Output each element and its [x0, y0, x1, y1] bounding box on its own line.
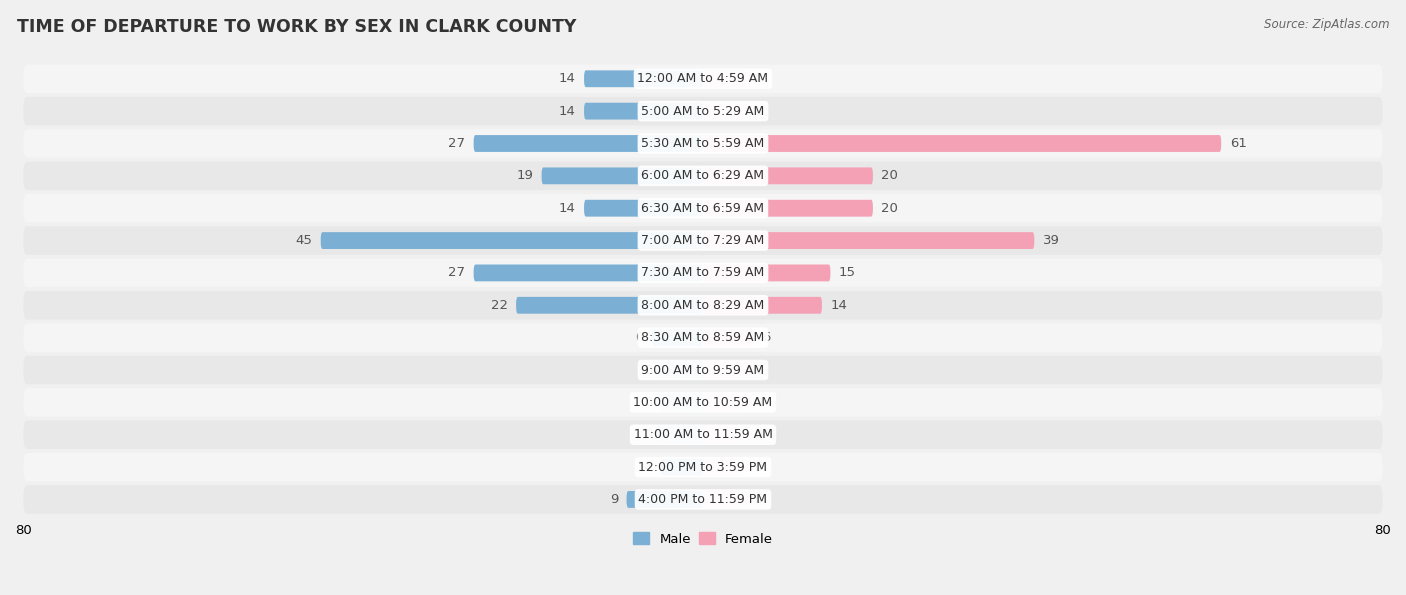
FancyBboxPatch shape: [24, 226, 1382, 255]
FancyBboxPatch shape: [703, 329, 754, 346]
Text: 8:30 AM to 8:59 AM: 8:30 AM to 8:59 AM: [641, 331, 765, 344]
Text: 20: 20: [882, 202, 898, 215]
FancyBboxPatch shape: [24, 356, 1382, 384]
Text: 0: 0: [644, 428, 652, 441]
FancyBboxPatch shape: [703, 103, 745, 120]
Text: 6:30 AM to 6:59 AM: 6:30 AM to 6:59 AM: [641, 202, 765, 215]
Text: 12:00 PM to 3:59 PM: 12:00 PM to 3:59 PM: [638, 461, 768, 474]
FancyBboxPatch shape: [661, 362, 703, 378]
Text: 14: 14: [831, 299, 848, 312]
FancyBboxPatch shape: [24, 324, 1382, 352]
Legend: Male, Female: Male, Female: [628, 528, 778, 550]
Text: 14: 14: [558, 105, 575, 118]
FancyBboxPatch shape: [24, 97, 1382, 126]
Text: 9: 9: [610, 493, 619, 506]
FancyBboxPatch shape: [24, 129, 1382, 158]
FancyBboxPatch shape: [24, 259, 1382, 287]
FancyBboxPatch shape: [516, 297, 703, 314]
FancyBboxPatch shape: [474, 265, 703, 281]
FancyBboxPatch shape: [583, 200, 703, 217]
FancyBboxPatch shape: [24, 485, 1382, 513]
Text: 10:00 AM to 10:59 AM: 10:00 AM to 10:59 AM: [634, 396, 772, 409]
Text: 22: 22: [491, 299, 508, 312]
FancyBboxPatch shape: [583, 103, 703, 120]
Text: 0: 0: [754, 493, 762, 506]
FancyBboxPatch shape: [541, 167, 703, 184]
Text: 4:00 PM to 11:59 PM: 4:00 PM to 11:59 PM: [638, 493, 768, 506]
Text: 0: 0: [754, 461, 762, 474]
FancyBboxPatch shape: [703, 135, 1222, 152]
Text: 0: 0: [754, 428, 762, 441]
Text: TIME OF DEPARTURE TO WORK BY SEX IN CLARK COUNTY: TIME OF DEPARTURE TO WORK BY SEX IN CLAR…: [17, 18, 576, 36]
Text: 0: 0: [644, 364, 652, 377]
Text: 4: 4: [644, 461, 652, 474]
FancyBboxPatch shape: [703, 200, 873, 217]
Text: 15: 15: [839, 267, 856, 280]
FancyBboxPatch shape: [24, 388, 1382, 416]
Text: 6: 6: [636, 331, 644, 344]
FancyBboxPatch shape: [661, 426, 703, 443]
Text: 11:00 AM to 11:59 AM: 11:00 AM to 11:59 AM: [634, 428, 772, 441]
Text: 6:00 AM to 6:29 AM: 6:00 AM to 6:29 AM: [641, 170, 765, 182]
FancyBboxPatch shape: [474, 135, 703, 152]
Text: 20: 20: [882, 170, 898, 182]
Text: 0: 0: [754, 396, 762, 409]
Text: 27: 27: [449, 267, 465, 280]
FancyBboxPatch shape: [703, 491, 745, 508]
Text: 61: 61: [1230, 137, 1247, 150]
FancyBboxPatch shape: [703, 362, 745, 378]
FancyBboxPatch shape: [703, 167, 873, 184]
FancyBboxPatch shape: [24, 162, 1382, 190]
FancyBboxPatch shape: [24, 453, 1382, 481]
FancyBboxPatch shape: [661, 394, 703, 411]
Text: 14: 14: [558, 202, 575, 215]
FancyBboxPatch shape: [583, 70, 703, 87]
Text: 7:00 AM to 7:29 AM: 7:00 AM to 7:29 AM: [641, 234, 765, 247]
Text: 5:00 AM to 5:29 AM: 5:00 AM to 5:29 AM: [641, 105, 765, 118]
FancyBboxPatch shape: [703, 70, 745, 87]
FancyBboxPatch shape: [703, 265, 831, 281]
FancyBboxPatch shape: [24, 64, 1382, 93]
Text: 6: 6: [762, 331, 770, 344]
FancyBboxPatch shape: [703, 459, 745, 475]
Text: 5:30 AM to 5:59 AM: 5:30 AM to 5:59 AM: [641, 137, 765, 150]
Text: Source: ZipAtlas.com: Source: ZipAtlas.com: [1264, 18, 1389, 31]
Text: 0: 0: [644, 396, 652, 409]
FancyBboxPatch shape: [24, 421, 1382, 449]
FancyBboxPatch shape: [24, 194, 1382, 223]
FancyBboxPatch shape: [703, 232, 1035, 249]
Text: 45: 45: [295, 234, 312, 247]
FancyBboxPatch shape: [703, 297, 823, 314]
FancyBboxPatch shape: [703, 394, 745, 411]
Text: 27: 27: [449, 137, 465, 150]
Text: 19: 19: [516, 170, 533, 182]
Text: 8:00 AM to 8:29 AM: 8:00 AM to 8:29 AM: [641, 299, 765, 312]
Text: 14: 14: [558, 72, 575, 85]
Text: 7:30 AM to 7:59 AM: 7:30 AM to 7:59 AM: [641, 267, 765, 280]
FancyBboxPatch shape: [703, 426, 745, 443]
Text: 0: 0: [754, 72, 762, 85]
FancyBboxPatch shape: [661, 459, 703, 475]
FancyBboxPatch shape: [627, 491, 703, 508]
FancyBboxPatch shape: [24, 291, 1382, 320]
Text: 39: 39: [1043, 234, 1060, 247]
Text: 9:00 AM to 9:59 AM: 9:00 AM to 9:59 AM: [641, 364, 765, 377]
Text: 0: 0: [754, 105, 762, 118]
FancyBboxPatch shape: [321, 232, 703, 249]
FancyBboxPatch shape: [652, 329, 703, 346]
Text: 0: 0: [754, 364, 762, 377]
Text: 12:00 AM to 4:59 AM: 12:00 AM to 4:59 AM: [637, 72, 769, 85]
